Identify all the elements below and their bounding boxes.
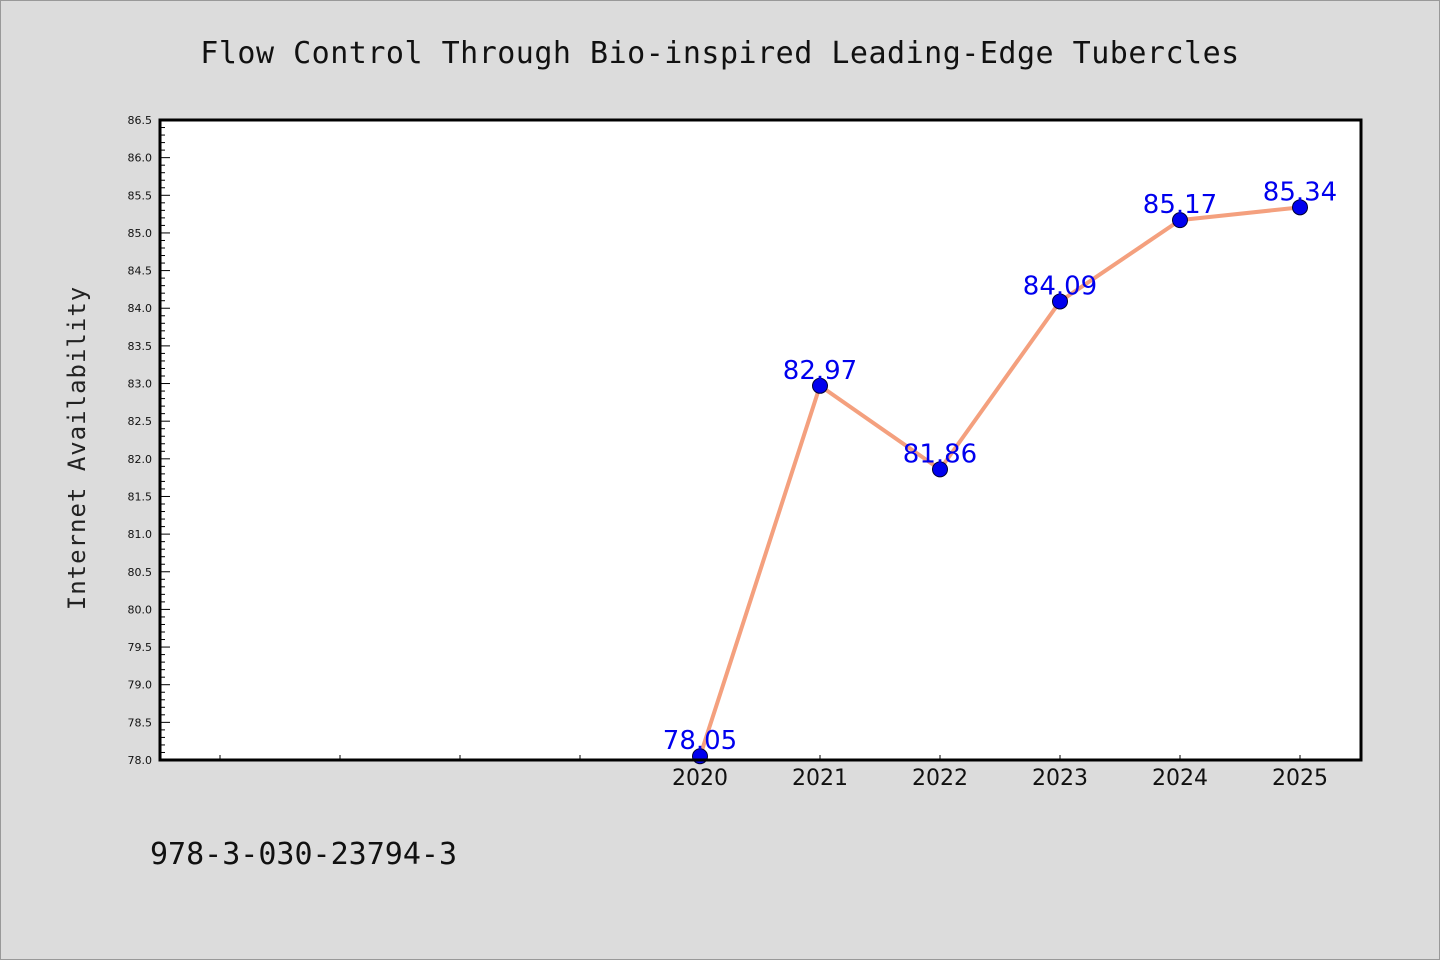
data-label: 84.09 bbox=[1023, 271, 1097, 301]
y-tick-label: 84.0 bbox=[128, 302, 153, 315]
x-axis: 2020 2021 2022 2023 2024 2025 bbox=[219, 755, 1328, 791]
y-tick-label: 86.5 bbox=[128, 114, 153, 127]
x-tick-label: 2020 bbox=[672, 766, 728, 791]
y-tick-label: 86.0 bbox=[128, 152, 153, 165]
y-tick-label: 80.0 bbox=[128, 603, 153, 616]
y-tick-label: 81.0 bbox=[128, 528, 153, 541]
y-tick-label: 78.5 bbox=[128, 716, 153, 729]
y-tick-label: 85.5 bbox=[128, 189, 153, 202]
plot-border bbox=[158, 118, 1363, 762]
y-axis: 78.0 78.5 79.0 79.5 80.0 80.5 81.0 81.5 82.0 82.5… bbox=[128, 114, 170, 767]
y-tick-label: 78.0 bbox=[128, 754, 153, 767]
y-tick-label: 80.5 bbox=[128, 566, 153, 579]
data-label: 85.34 bbox=[1263, 177, 1337, 207]
data-label: 85.17 bbox=[1143, 190, 1217, 220]
y-tick-label: 82.5 bbox=[128, 415, 153, 428]
data-point-marker bbox=[1052, 293, 1068, 310]
y-tick-label: 85.0 bbox=[128, 227, 153, 240]
series-layer bbox=[692, 199, 1308, 765]
y-tick-label: 79.0 bbox=[128, 679, 153, 692]
y-tick-label: 83.5 bbox=[128, 340, 153, 353]
x-tick-label: 2022 bbox=[912, 766, 968, 791]
plot-area bbox=[160, 120, 1361, 760]
x-tick-label: 2025 bbox=[1272, 766, 1328, 791]
x-tick-label: 2021 bbox=[792, 766, 848, 791]
y-tick-label: 79.5 bbox=[128, 641, 153, 654]
series-line bbox=[698, 205, 1302, 759]
data-label: 78.05 bbox=[663, 726, 737, 756]
y-tick-label: 82.0 bbox=[128, 453, 153, 466]
data-point-marker bbox=[932, 461, 948, 478]
data-label: 81.86 bbox=[903, 439, 977, 469]
footer-isbn: 978-3-030-23794-3 bbox=[150, 837, 457, 872]
y-axis-label: Internet Availability bbox=[63, 286, 91, 610]
data-labels: 78.05 82.97 81.86 84.09 85.17 85.34 bbox=[663, 177, 1337, 756]
y-tick-label: 84.5 bbox=[128, 265, 153, 278]
y-tick-label: 83.0 bbox=[128, 378, 153, 391]
data-label: 82.97 bbox=[783, 356, 857, 386]
y-tick-label: 81.5 bbox=[128, 490, 153, 503]
data-point-marker bbox=[1172, 212, 1188, 229]
data-point-marker bbox=[1292, 199, 1308, 216]
x-tick-label: 2024 bbox=[1152, 766, 1208, 791]
x-tick-label: 2023 bbox=[1032, 766, 1088, 791]
data-point-marker bbox=[812, 377, 828, 394]
chart-title: Flow Control Through Bio-inspired Leadin… bbox=[200, 36, 1239, 71]
